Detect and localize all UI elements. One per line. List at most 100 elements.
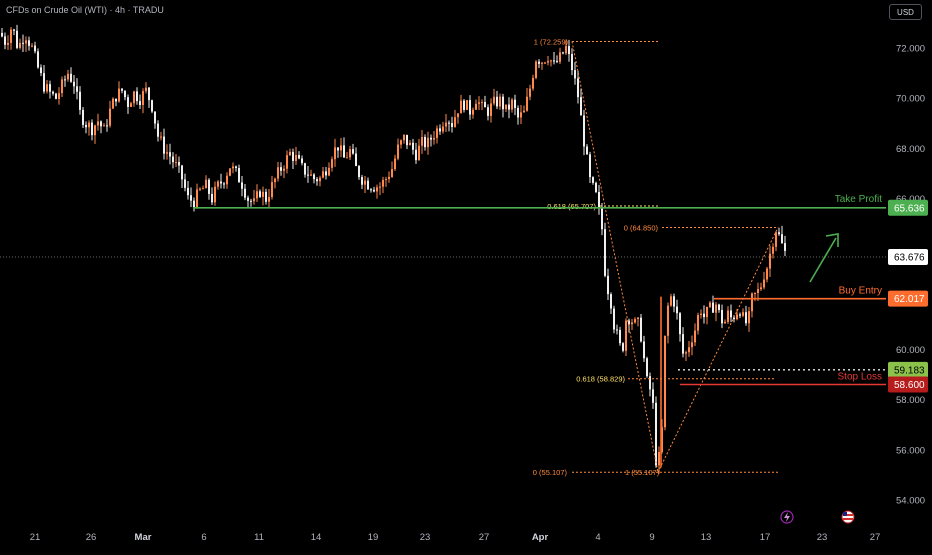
candle-body (772, 246, 774, 254)
candle-body (385, 179, 387, 181)
candle-body (406, 134, 408, 146)
take-profit-label: Take Profit (835, 194, 882, 205)
candle-body (607, 275, 609, 295)
candle-body (445, 122, 447, 127)
candle-body (250, 200, 252, 202)
candle-body (124, 90, 126, 98)
candle-body (733, 317, 735, 320)
candle-body (550, 60, 552, 62)
candle-body (526, 96, 528, 111)
candle-body (592, 177, 594, 183)
candle-body (487, 107, 489, 116)
candle-body (688, 347, 690, 353)
candle-body (571, 54, 573, 71)
time-tick-label: 17 (760, 532, 771, 543)
candle-body (451, 123, 453, 127)
candle-body (730, 310, 732, 318)
candle-body (514, 99, 516, 108)
candle-body (373, 189, 375, 192)
candle-body (181, 165, 183, 180)
candle-body (640, 317, 642, 342)
candle-body (130, 103, 132, 107)
candle-body (766, 268, 768, 280)
candle-body (604, 229, 606, 276)
candle-body (727, 310, 729, 322)
candle-body (667, 305, 669, 336)
candle-body (697, 314, 699, 331)
currency-button[interactable]: USD (889, 4, 922, 20)
candle-body (556, 60, 558, 62)
candle-body (187, 187, 189, 196)
candle-body (583, 115, 585, 147)
fib-upper-0-label: 0 (64.850) (624, 224, 659, 233)
candle-body (490, 103, 492, 116)
price-axis[interactable]: 54.00056.00058.00060.00062.00066.00068.0… (888, 44, 928, 507)
candle-body (88, 122, 90, 128)
time-tick-label: 6 (201, 532, 206, 543)
price-tick-label: 58.000 (896, 395, 925, 406)
candle-body (25, 40, 27, 44)
candle-body (73, 81, 75, 87)
buy-entry-price-tag-bg (888, 290, 928, 307)
stop-loss-price-tag: 58.600 (894, 380, 925, 391)
candle-body (307, 174, 309, 176)
projection-arrow-head (825, 233, 839, 247)
candle-body (175, 162, 177, 164)
candle-body (529, 88, 531, 97)
symbol-title[interactable]: CFDs on Crude Oil (WTI) · 4h · TRADU (6, 5, 164, 15)
candle-body (712, 302, 714, 313)
candle-body (700, 313, 702, 315)
last-price-tag: 63.676 (894, 253, 925, 264)
candle-body (160, 136, 162, 138)
candle-body (358, 166, 360, 178)
candle-body (691, 342, 693, 348)
dotted-level-price-tag: 59.183 (894, 365, 925, 376)
time-tick-label: Mar (135, 532, 152, 543)
candle-body (16, 30, 18, 48)
candle-body (379, 186, 381, 188)
candle-body (145, 87, 147, 92)
candle-body (574, 70, 576, 79)
price-tick-label: 66.000 (896, 194, 925, 205)
candle-body (28, 40, 30, 46)
candle-body (34, 45, 36, 52)
candle-body (349, 149, 351, 158)
candle-body (40, 67, 42, 74)
candle-body (673, 296, 675, 307)
misc-layer (780, 233, 855, 524)
candle-body (43, 73, 45, 92)
candle-body (532, 77, 534, 89)
candle-body (511, 99, 513, 110)
candle-body (520, 112, 522, 118)
candle-body (403, 134, 405, 141)
candle-body (508, 104, 510, 110)
candle-body (76, 86, 78, 92)
candle-body (178, 162, 180, 166)
candle-body (460, 100, 462, 114)
candle-body (475, 103, 477, 110)
candle-body (553, 60, 555, 62)
candle-body (292, 151, 294, 161)
candle-body (694, 330, 696, 343)
lightning-glyph (784, 512, 790, 522)
candle-body (751, 293, 753, 312)
candle-body (478, 102, 480, 104)
candle-body (7, 42, 9, 45)
candle-body (436, 128, 438, 138)
price-tick-label: 56.000 (896, 445, 925, 456)
candle-body (154, 111, 156, 124)
candle-body (685, 352, 687, 354)
candle-body (721, 310, 723, 324)
candle-body (337, 147, 339, 151)
time-axis[interactable]: 21 26 Mar 6 11 14 19 23 27 Apr 4 9 13 17 23 27 (30, 532, 881, 543)
candle-body (226, 175, 228, 185)
price-tick-label: 54.000 (896, 496, 925, 507)
candle-body (736, 314, 738, 320)
candle-body (157, 123, 159, 137)
candle-body (193, 200, 195, 208)
candle-body (199, 188, 201, 190)
candle-body (409, 142, 411, 146)
candle-body (757, 289, 759, 293)
